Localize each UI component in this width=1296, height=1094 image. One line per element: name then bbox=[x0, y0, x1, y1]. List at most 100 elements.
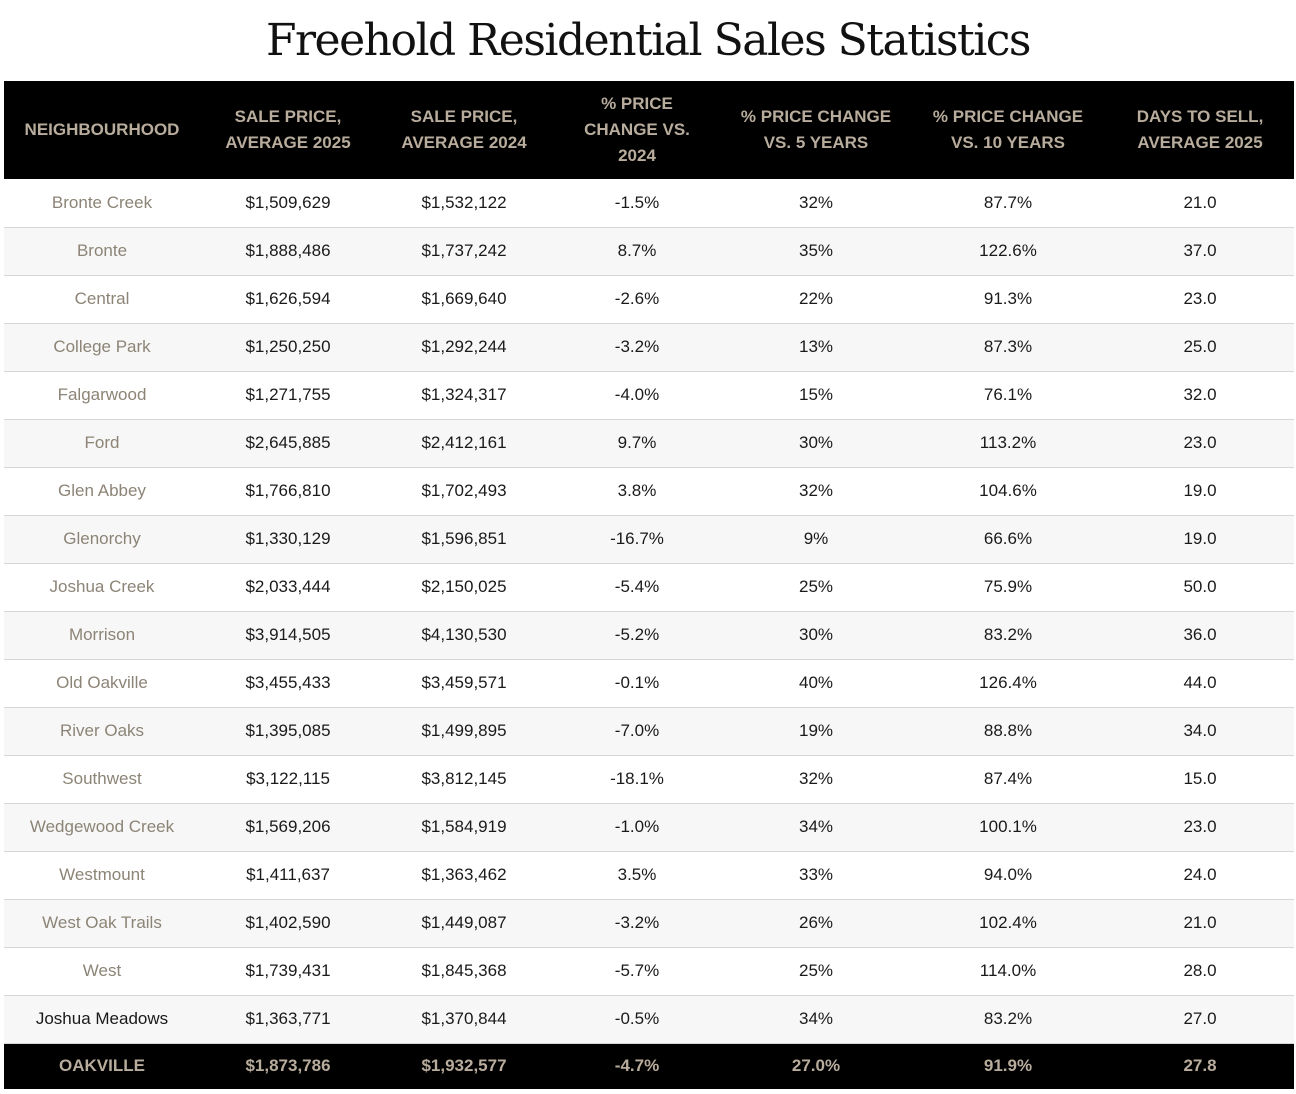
sale-price-2025-cell: $3,914,505 bbox=[200, 611, 376, 660]
price-change-vs-2024-cell: -5.7% bbox=[552, 947, 722, 996]
table-row: Glen Abbey $1,766,810 $1,702,493 3.8% 32% 104… bbox=[4, 467, 1294, 516]
days-to-sell-cell: 24.0 bbox=[1106, 851, 1294, 900]
total-price-change-10-years-cell: 91.9% bbox=[983, 1056, 1033, 1076]
neighbourhood-cell: River Oaks bbox=[4, 707, 200, 756]
sale-price-2024-cell: $3,459,571 bbox=[376, 659, 552, 708]
price-change-vs-2024-cell: -0.1% bbox=[552, 659, 722, 708]
table-row: Falgarwood $1,271,755 $1,324,317 -4.0% 15% 76… bbox=[4, 371, 1294, 420]
header-label: 2024 bbox=[618, 146, 656, 165]
price-change-10-years-cell: 83.2% bbox=[910, 611, 1106, 660]
price-change-vs-2024-cell: -3.2% bbox=[552, 323, 722, 372]
table-row: Southwest $3,122,115 $3,812,145 -18.1% 32% 87… bbox=[4, 755, 1294, 804]
days-to-sell-cell: 23.0 bbox=[1106, 803, 1294, 852]
sale-price-2025-cell: $2,033,444 bbox=[200, 563, 376, 612]
sale-price-2024-cell: $1,363,462 bbox=[376, 851, 552, 900]
table-row: Westmount $1,411,637 $1,363,462 3.5% 33% 94.0… bbox=[4, 851, 1294, 900]
days-to-sell-cell: 21.0 bbox=[1106, 899, 1294, 948]
price-change-vs-2024-cell: -16.7% bbox=[552, 515, 722, 564]
table-header: NEIGHBOURHOOD SALE PRICE, AVERAGE 2025 SA… bbox=[4, 81, 1294, 179]
header-label: SALE PRICE, bbox=[410, 107, 518, 126]
days-to-sell-cell: 44.0 bbox=[1106, 659, 1294, 708]
days-to-sell-cell: 27.0 bbox=[1106, 995, 1294, 1044]
price-change-10-years-cell: 122.6% bbox=[910, 227, 1106, 276]
sale-price-2025-cell: $1,411,637 bbox=[200, 851, 376, 900]
price-change-10-years-cell: 76.1% bbox=[910, 371, 1106, 420]
total-row: OAKVILLE $1,873,786 $1,932,577 -4.7% 27.… bbox=[4, 1043, 1294, 1089]
sale-price-2025-cell: $1,250,250 bbox=[200, 323, 376, 372]
price-change-vs-2024-cell: -4.0% bbox=[552, 371, 722, 420]
sale-price-2024-cell: $1,596,851 bbox=[376, 515, 552, 564]
header-price-change-5-years: % PRICE CHANGE VS. 5 YEARS bbox=[722, 81, 910, 179]
table-body: Bronte Creek $1,509,629 $1,532,122 -1.5% 32%… bbox=[4, 179, 1294, 1044]
price-change-5-years-cell: 32% bbox=[722, 755, 910, 804]
neighbourhood-cell: Glen Abbey bbox=[4, 467, 200, 516]
neighbourhood-cell: Falgarwood bbox=[4, 371, 200, 420]
days-to-sell-cell: 23.0 bbox=[1106, 275, 1294, 324]
sale-price-2025-cell: $1,271,755 bbox=[200, 371, 376, 420]
price-change-10-years-cell: 88.8% bbox=[910, 707, 1106, 756]
table-row: Central $1,626,594 $1,669,640 -2.6% 22% 91.3%… bbox=[4, 275, 1294, 324]
price-change-10-years-cell: 114.0% bbox=[910, 947, 1106, 996]
header-label: AVERAGE 2024 bbox=[401, 133, 527, 152]
header-label: AVERAGE 2025 bbox=[1137, 133, 1263, 152]
price-change-5-years-cell: 22% bbox=[722, 275, 910, 324]
header-label: % PRICE bbox=[601, 94, 673, 113]
price-change-10-years-cell: 87.7% bbox=[910, 179, 1106, 228]
neighbourhood-cell: West Oak Trails bbox=[4, 899, 200, 948]
table-row: Wedgewood Creek $1,569,206 $1,584,919 -1.0%… bbox=[4, 803, 1294, 852]
days-to-sell-cell: 23.0 bbox=[1106, 419, 1294, 468]
sale-price-2024-cell: $1,702,493 bbox=[376, 467, 552, 516]
sale-price-2024-cell: $1,669,640 bbox=[376, 275, 552, 324]
header-sale-price-2024: SALE PRICE, AVERAGE 2024 bbox=[376, 81, 552, 179]
header-label: % PRICE CHANGE bbox=[932, 107, 1084, 126]
price-change-10-years-cell: 100.1% bbox=[910, 803, 1106, 852]
page-title: Freehold Residential Sales Statistics bbox=[265, 15, 1032, 66]
table-row: Joshua Creek $2,033,444 $2,150,025 -5.4% 25%… bbox=[4, 563, 1294, 612]
header-label: % PRICE CHANGE bbox=[740, 107, 892, 126]
total-price-change-5-years-cell: 27.0% bbox=[791, 1056, 841, 1076]
table-row: Ford $2,645,885 $2,412,161 9.7% 30% 113.2% 23.… bbox=[4, 419, 1294, 468]
days-to-sell-cell: 21.0 bbox=[1106, 179, 1294, 228]
price-change-10-years-cell: 83.2% bbox=[910, 995, 1106, 1044]
sale-price-2024-cell: $1,845,368 bbox=[376, 947, 552, 996]
sale-price-2025-cell: $1,739,431 bbox=[200, 947, 376, 996]
price-change-5-years-cell: 34% bbox=[722, 803, 910, 852]
price-change-5-years-cell: 32% bbox=[722, 467, 910, 516]
header-neighbourhood: NEIGHBOURHOOD bbox=[4, 81, 200, 179]
days-to-sell-cell: 19.0 bbox=[1106, 515, 1294, 564]
sale-price-2025-cell: $1,402,590 bbox=[200, 899, 376, 948]
header-label: DAYS TO SELL, bbox=[1136, 107, 1264, 126]
price-change-vs-2024-cell: -18.1% bbox=[552, 755, 722, 804]
price-change-5-years-cell: 19% bbox=[722, 707, 910, 756]
sale-price-2025-cell: $1,569,206 bbox=[200, 803, 376, 852]
price-change-5-years-cell: 13% bbox=[722, 323, 910, 372]
sale-price-2024-cell: $2,150,025 bbox=[376, 563, 552, 612]
days-to-sell-cell: 37.0 bbox=[1106, 227, 1294, 276]
sale-price-2025-cell: $1,888,486 bbox=[200, 227, 376, 276]
price-change-10-years-cell: 113.2% bbox=[910, 419, 1106, 468]
neighbourhood-cell: Wedgewood Creek bbox=[4, 803, 200, 852]
price-change-vs-2024-cell: 3.5% bbox=[552, 851, 722, 900]
neighbourhood-cell: Joshua Creek bbox=[4, 563, 200, 612]
sale-price-2024-cell: $1,499,895 bbox=[376, 707, 552, 756]
sale-price-2024-cell: $1,370,844 bbox=[376, 995, 552, 1044]
sale-price-2025-cell: $3,122,115 bbox=[200, 755, 376, 804]
sale-price-2024-cell: $1,584,919 bbox=[376, 803, 552, 852]
price-change-5-years-cell: 15% bbox=[722, 371, 910, 420]
table-footer: OAKVILLE $1,873,786 $1,932,577 -4.7% 27.… bbox=[4, 1043, 1294, 1089]
neighbourhood-cell: Joshua Meadows bbox=[4, 995, 200, 1044]
sale-price-2025-cell: $1,626,594 bbox=[200, 275, 376, 324]
sale-price-2025-cell: $1,509,629 bbox=[200, 179, 376, 228]
sale-price-2024-cell: $3,812,145 bbox=[376, 755, 552, 804]
header-label: CHANGE VS. bbox=[584, 120, 690, 139]
days-to-sell-cell: 28.0 bbox=[1106, 947, 1294, 996]
neighbourhood-cell: College Park bbox=[4, 323, 200, 372]
days-to-sell-cell: 36.0 bbox=[1106, 611, 1294, 660]
total-neighbourhood-cell: OAKVILLE bbox=[59, 1056, 145, 1076]
price-change-vs-2024-cell: -1.5% bbox=[552, 179, 722, 228]
price-change-5-years-cell: 40% bbox=[722, 659, 910, 708]
total-sale-price-2024-cell: $1,932,577 bbox=[421, 1056, 507, 1076]
header-label: VS. 5 YEARS bbox=[763, 133, 869, 152]
header-price-change-vs-2024: % PRICE CHANGE VS. 2024 bbox=[552, 81, 722, 179]
table-row: College Park $1,250,250 $1,292,244 -3.2% 13%… bbox=[4, 323, 1294, 372]
